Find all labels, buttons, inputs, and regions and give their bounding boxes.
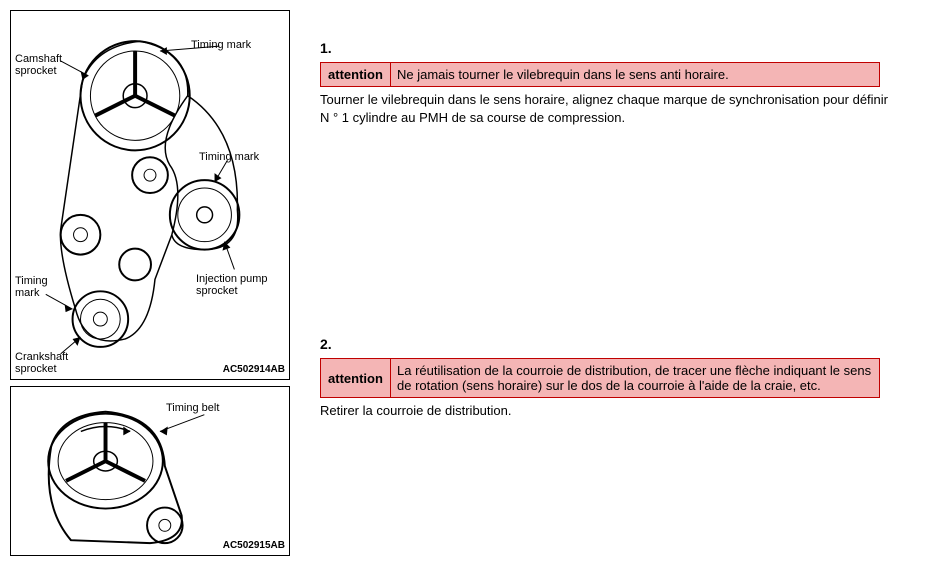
diagram-2-ref: AC502915AB bbox=[223, 540, 285, 551]
label-timing-belt: Timing belt bbox=[166, 402, 219, 414]
diagram-2: Timing belt AC502915AB bbox=[10, 386, 290, 556]
step-2-body: Retirer la courroie de distribution. bbox=[320, 402, 900, 420]
step-1-attention-label: attention bbox=[321, 63, 391, 87]
label-camshaft-sprocket: Camshaftsprocket bbox=[15, 53, 62, 77]
step-1-body: Tourner le vilebrequin dans le sens hora… bbox=[320, 91, 900, 126]
step-1-attention-text: Ne jamais tourner le vilebrequin dans le… bbox=[391, 63, 880, 87]
label-crankshaft-sprocket: Crankshaftsprocket bbox=[15, 351, 68, 375]
diagram-1: Camshaftsprocket Timing mark Timing mark… bbox=[10, 10, 290, 380]
text-column: 1. attention Ne jamais tourner le vilebr… bbox=[320, 10, 928, 562]
step-1: 1. attention Ne jamais tourner le vilebr… bbox=[320, 40, 928, 126]
label-injection-pump: Injection pumpsprocket bbox=[196, 273, 268, 297]
label-timing-mark-mid: Timing mark bbox=[199, 151, 259, 163]
page-container: Camshaftsprocket Timing mark Timing mark… bbox=[10, 10, 928, 562]
label-timing-mark-left: Timingmark bbox=[15, 275, 48, 299]
step-2-attention-text: La réutilisation de la courroie de distr… bbox=[391, 359, 880, 398]
step-2: 2. attention La réutilisation de la cour… bbox=[320, 336, 928, 420]
timing-belt-svg bbox=[11, 387, 289, 555]
step-2-attention-label: attention bbox=[321, 359, 391, 398]
step-1-number: 1. bbox=[320, 40, 928, 56]
step-2-attention-table: attention La réutilisation de la courroi… bbox=[320, 358, 880, 398]
spacer bbox=[320, 166, 928, 336]
step-2-number: 2. bbox=[320, 336, 928, 352]
diagram-1-ref: AC502914AB bbox=[223, 364, 285, 375]
diagram-column: Camshaftsprocket Timing mark Timing mark… bbox=[10, 10, 290, 562]
label-timing-mark-top: Timing mark bbox=[191, 39, 251, 51]
step-1-attention-table: attention Ne jamais tourner le vilebrequ… bbox=[320, 62, 880, 87]
